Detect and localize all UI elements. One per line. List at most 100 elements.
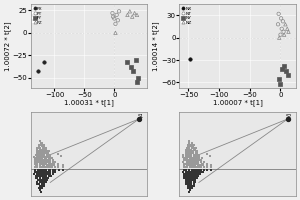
Point: [286, 30, 291, 33]
Point: [197, 155, 202, 158]
Point: [47, 164, 52, 167]
Point: [46, 165, 50, 169]
Point: [187, 57, 192, 60]
Point: [38, 178, 42, 182]
Point: [204, 168, 209, 172]
Point: [43, 172, 47, 176]
Point: [282, 64, 286, 68]
Point: [32, 165, 37, 169]
Point: [132, 12, 137, 15]
Point: [53, 168, 58, 172]
Point: [46, 168, 51, 172]
Point: [187, 160, 192, 163]
Point: [61, 165, 65, 169]
Point: [42, 164, 46, 167]
Point: [187, 184, 192, 188]
Point: [182, 164, 186, 167]
Point: [43, 174, 48, 178]
Point: [193, 157, 198, 160]
Point: [40, 174, 45, 178]
Point: [194, 150, 198, 153]
Point: [192, 174, 197, 178]
Point: [38, 139, 43, 143]
Point: [185, 165, 190, 169]
Point: [35, 178, 40, 182]
Point: [191, 165, 196, 169]
Point: [46, 162, 51, 165]
Point: [47, 155, 52, 158]
Point: [188, 174, 193, 178]
Point: [42, 165, 47, 169]
Point: [198, 172, 203, 176]
Point: [40, 168, 45, 172]
Point: [35, 168, 40, 172]
Point: [189, 178, 194, 182]
Point: [61, 164, 65, 167]
Point: [48, 162, 53, 165]
Point: [38, 146, 43, 150]
Point: [191, 178, 196, 182]
Point: [48, 172, 52, 176]
Point: [188, 188, 193, 191]
Point: [47, 159, 52, 162]
Point: [189, 145, 194, 148]
Point: [41, 176, 46, 180]
Point: [56, 168, 61, 172]
Point: [45, 153, 50, 157]
Point: [191, 145, 196, 148]
Point: [52, 164, 57, 167]
Point: [34, 152, 39, 155]
Point: [195, 165, 200, 169]
Point: [278, 82, 283, 86]
Point: [50, 172, 55, 176]
Point: [50, 170, 55, 174]
Point: [192, 170, 197, 174]
Point: [39, 148, 44, 151]
Point: [37, 143, 41, 146]
Point: [34, 170, 39, 174]
Point: [39, 184, 44, 188]
Point: [33, 168, 38, 172]
Point: [194, 155, 199, 158]
Point: [182, 168, 187, 172]
Point: [35, 159, 40, 162]
Point: [35, 155, 40, 158]
Point: [38, 150, 43, 153]
Point: [285, 27, 290, 30]
Point: [40, 148, 45, 151]
Point: [34, 182, 39, 186]
Point: [193, 172, 198, 176]
Point: [184, 146, 189, 150]
Point: [208, 168, 213, 172]
Point: [42, 180, 47, 184]
Point: [201, 160, 206, 163]
Point: [279, 17, 283, 20]
Point: [113, 31, 118, 34]
Point: [191, 153, 196, 157]
Point: [191, 170, 196, 174]
Point: [42, 184, 46, 188]
Point: [190, 160, 194, 163]
Point: [47, 165, 52, 169]
Point: [184, 170, 189, 174]
Y-axis label: 1.00014 * t[2]: 1.00014 * t[2]: [153, 21, 160, 71]
Point: [35, 70, 40, 73]
Point: [191, 157, 196, 160]
Point: [183, 168, 188, 172]
Point: [40, 180, 45, 184]
Point: [184, 148, 189, 151]
Point: [38, 186, 43, 190]
Point: [188, 159, 192, 162]
Point: [188, 145, 192, 148]
Point: [40, 172, 45, 176]
Point: [42, 176, 46, 180]
Point: [189, 182, 194, 186]
Point: [184, 155, 189, 158]
Point: [187, 162, 191, 165]
Point: [38, 176, 43, 180]
Point: [194, 174, 199, 178]
Point: [44, 170, 49, 174]
Point: [188, 157, 193, 160]
Point: [56, 162, 61, 165]
Point: [191, 148, 196, 151]
